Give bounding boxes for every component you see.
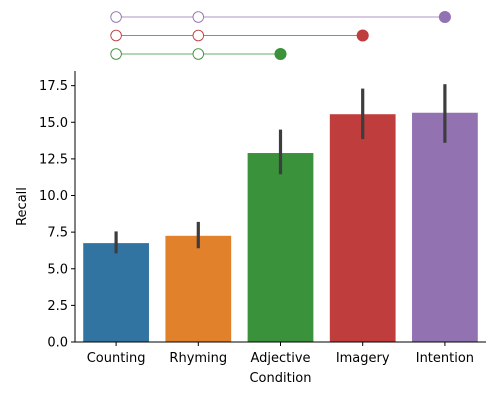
bars [83,112,478,342]
y-tick-label: 0.0 [47,336,68,351]
significance-filled-marker [274,47,287,61]
significance-open-marker [192,48,205,60]
significance-open-marker [192,29,205,42]
y-tick-label: 15.0 [39,116,68,131]
significance-open-marker [110,29,122,42]
y-tick-label: 17.5 [39,79,68,94]
significance-open-marker [192,11,205,23]
y-axis-label: Recall [15,187,30,226]
x-tick-label: Counting [87,351,146,366]
significance-filled-marker [356,29,369,42]
y-tick-label: 12.5 [39,152,68,167]
significance-open-marker [110,11,122,23]
x-tick-label: Rhyming [169,351,227,366]
x-ticks: Counting Rhyming Adjective Imagery Intention [87,342,474,366]
y-tick-label: 2.5 [47,299,68,314]
x-tick-label: Imagery [336,351,390,366]
bar-imagery [329,114,396,342]
x-tick-label: Intention [416,351,474,366]
y-tick-label: 5.0 [47,262,68,277]
x-tick-label: Adjective [250,351,310,366]
y-tick-label: 10.0 [39,189,68,204]
significance-open-marker [110,48,122,60]
bar-intention [412,112,478,342]
bar-counting [83,243,149,342]
y-tick-label: 7.5 [47,226,68,241]
y-ticks: 0.0 2.5 5.0 7.5 10.0 12.5 15.0 17.5 [39,79,75,351]
x-axis-label: Condition [249,371,311,386]
significance-markers [110,10,451,61]
error-bars [114,84,447,254]
bar-rhyming [165,235,232,342]
bar-adjective [247,153,314,342]
significance-filled-marker [438,10,451,24]
